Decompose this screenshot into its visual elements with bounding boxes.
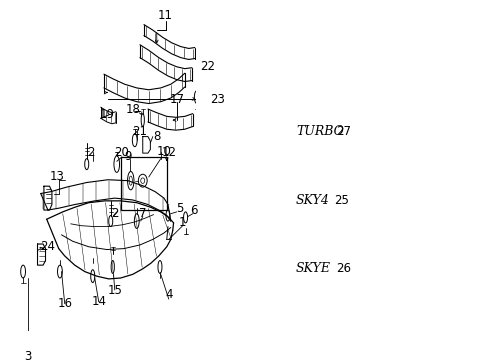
Text: 5: 5 — [176, 202, 183, 215]
Text: 8: 8 — [153, 130, 160, 143]
Text: 3: 3 — [24, 350, 32, 360]
Text: 18: 18 — [126, 103, 141, 116]
Bar — [121, 157, 166, 210]
Text: 17: 17 — [170, 93, 184, 106]
Text: 7: 7 — [138, 207, 146, 220]
Text: 25: 25 — [333, 194, 348, 207]
Text: 26: 26 — [335, 262, 350, 275]
Text: 11: 11 — [158, 9, 173, 22]
Text: 19: 19 — [99, 108, 114, 121]
Text: 12: 12 — [162, 146, 177, 159]
Text: 21: 21 — [131, 125, 146, 138]
Text: 13: 13 — [50, 171, 65, 184]
Text: 16: 16 — [58, 297, 73, 310]
Text: 24: 24 — [41, 240, 55, 253]
Text: TURBO: TURBO — [295, 125, 343, 138]
Text: 6: 6 — [189, 203, 197, 217]
Text: 10: 10 — [156, 145, 171, 158]
Text: SKYE: SKYE — [295, 262, 330, 275]
Text: 27: 27 — [335, 125, 350, 138]
Text: 2: 2 — [87, 146, 94, 159]
Text: 22: 22 — [200, 60, 215, 73]
Text: 1: 1 — [179, 216, 186, 229]
Text: 2: 2 — [111, 207, 119, 220]
Text: 15: 15 — [108, 284, 122, 297]
Text: 4: 4 — [165, 288, 173, 301]
Text: SKY4: SKY4 — [295, 194, 329, 207]
Text: 20: 20 — [114, 146, 129, 159]
Text: 14: 14 — [91, 295, 106, 309]
Text: 9: 9 — [124, 150, 131, 163]
Text: 23: 23 — [210, 93, 224, 106]
